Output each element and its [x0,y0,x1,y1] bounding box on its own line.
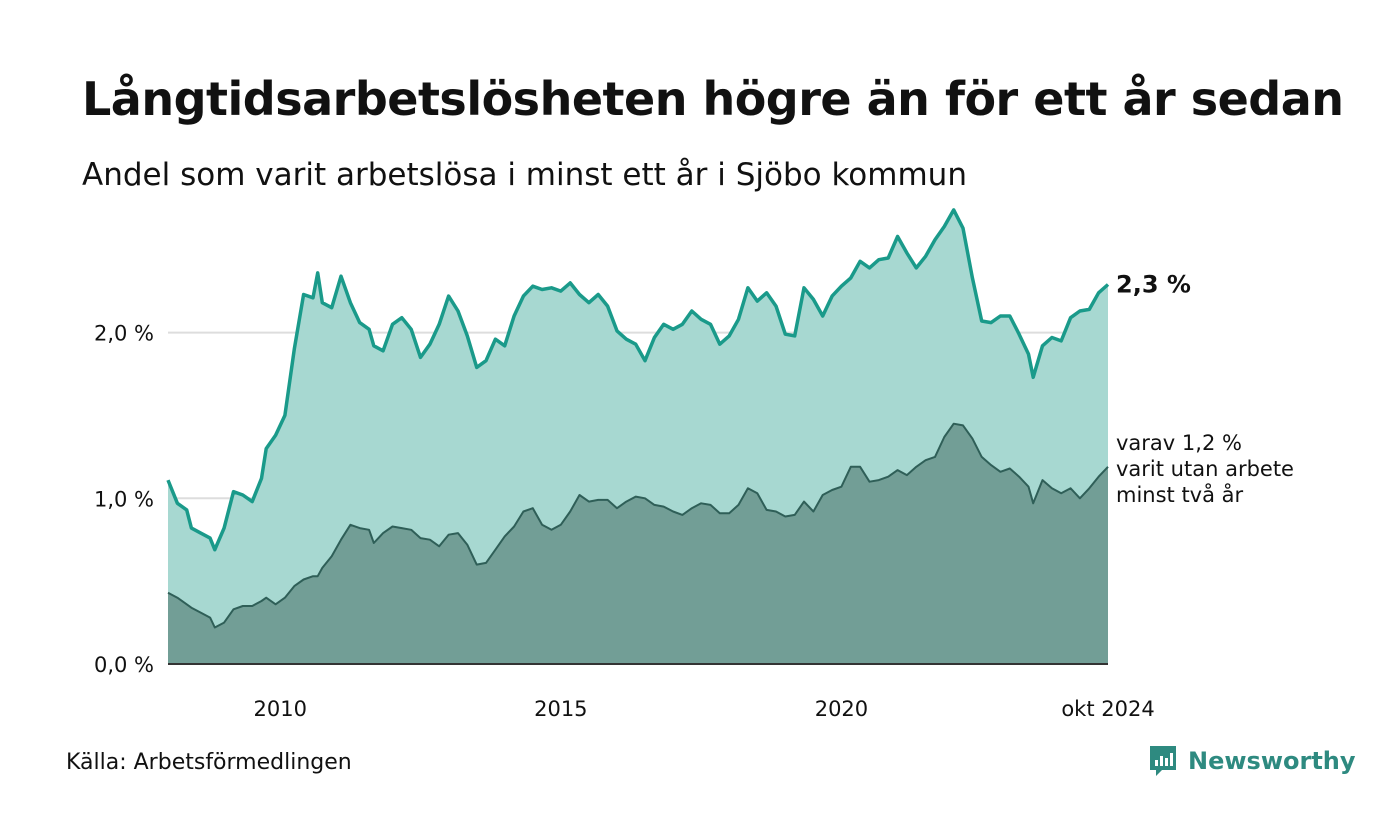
x-tick-label-1: 2015 [534,697,587,721]
y-tick-label-0: 0,0 % [94,653,154,677]
x-tick-labels: 2010 2015 2020 okt 2024 [254,697,1155,721]
chart-lines [166,208,1110,629]
newsworthy-logo-icon [1150,746,1176,776]
end-label-two-years: varav 1,2 % varit utan arbete minst två … [1116,431,1301,507]
chart-areas [168,209,1108,664]
newsworthy-logo: Newsworthy [1148,744,1356,778]
chart-subtitle: Andel som varit arbetslösa i minst ett å… [82,157,967,193]
line-total [166,208,1110,552]
area-two-years [168,423,1108,664]
brand-name: Newsworthy [1188,747,1356,775]
source-label: Källa: Arbetsförmedlingen [66,750,352,775]
end-label-two-years-line-3: minst två år [1116,482,1244,507]
y-tick-labels: 0,0 % 1,0 % 2,0 % [94,322,154,677]
end-label-total: 2,3 % [1116,271,1191,299]
x-tick-label-0: 2010 [254,697,307,721]
x-tick-label-2: 2020 [815,697,868,721]
y-tick-label-2: 2,0 % [94,322,154,346]
line-two-years [167,422,1109,629]
x-tick-label-3: okt 2024 [1061,697,1154,721]
end-label-two-years-line-1: varav 1,2 % [1116,431,1242,455]
end-label-two-years-line-2: varit utan arbete [1116,457,1294,481]
y-tick-label-1: 1,0 % [94,487,154,511]
chart-title: Långtidsarbetslösheten högre än för ett … [82,72,1344,126]
